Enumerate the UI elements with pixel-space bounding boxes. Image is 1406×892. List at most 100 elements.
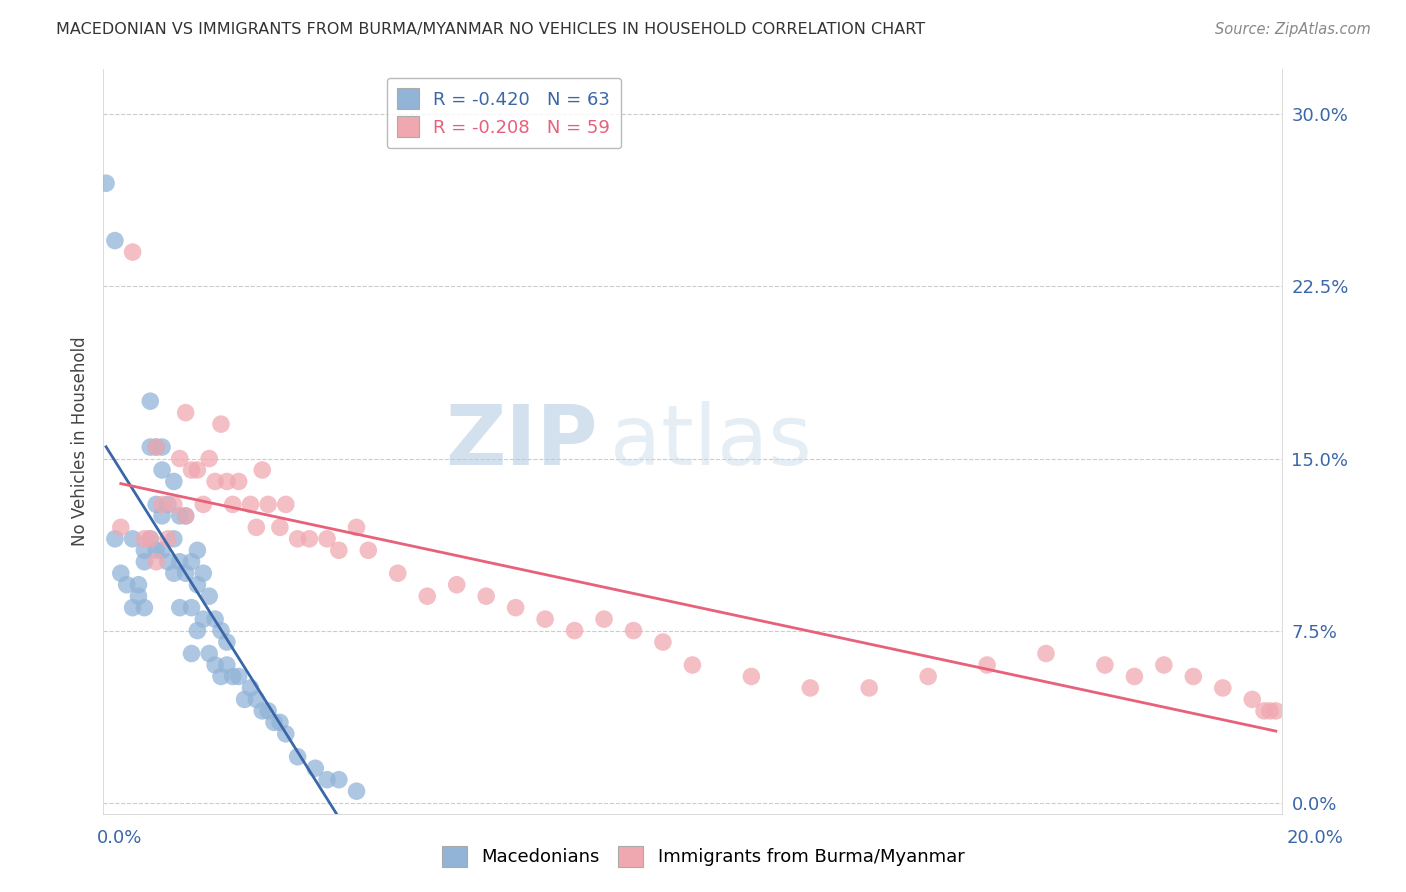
Point <box>94 176 117 190</box>
Point <box>269 520 291 534</box>
Point <box>169 555 191 569</box>
Point <box>1258 704 1281 718</box>
Point <box>145 440 167 454</box>
Point <box>215 658 238 673</box>
Point <box>1182 669 1205 683</box>
Point <box>110 520 132 534</box>
Point <box>134 555 156 569</box>
Point <box>858 681 880 695</box>
Point <box>121 600 143 615</box>
Point <box>652 635 675 649</box>
Point <box>274 497 297 511</box>
Point <box>328 543 350 558</box>
Legend: Macedonians, Immigrants from Burma/Myanmar: Macedonians, Immigrants from Burma/Myanm… <box>434 838 972 874</box>
Point <box>186 543 208 558</box>
Point <box>209 624 232 638</box>
Point <box>416 589 439 603</box>
Point <box>1212 681 1234 695</box>
Point <box>156 497 179 511</box>
Point <box>287 749 309 764</box>
Point <box>316 772 339 787</box>
Point <box>1094 658 1116 673</box>
Point <box>1264 704 1286 718</box>
Point <box>121 245 143 260</box>
Point <box>239 681 262 695</box>
Point <box>740 669 762 683</box>
Point <box>121 532 143 546</box>
Point <box>209 669 232 683</box>
Point <box>287 532 309 546</box>
Point <box>263 715 285 730</box>
Point <box>186 624 208 638</box>
Point <box>150 440 173 454</box>
Point <box>222 669 245 683</box>
Point <box>163 532 186 546</box>
Point <box>623 624 645 638</box>
Point <box>139 394 162 409</box>
Point <box>387 566 409 581</box>
Point <box>228 669 250 683</box>
Point <box>917 669 939 683</box>
Point <box>145 543 167 558</box>
Point <box>245 692 267 706</box>
Point <box>115 578 138 592</box>
Point <box>180 600 202 615</box>
Point <box>215 635 238 649</box>
Point <box>1241 692 1264 706</box>
Point <box>1123 669 1146 683</box>
Point <box>193 612 215 626</box>
Point <box>222 497 245 511</box>
Point <box>193 497 215 511</box>
Point <box>304 761 326 775</box>
Point <box>134 543 156 558</box>
Point <box>316 532 339 546</box>
Point <box>180 647 202 661</box>
Text: ZIP: ZIP <box>446 401 598 482</box>
Point <box>174 566 197 581</box>
Point <box>193 566 215 581</box>
Point <box>127 589 149 603</box>
Point <box>257 704 280 718</box>
Point <box>127 578 149 592</box>
Point <box>357 543 380 558</box>
Point <box>139 532 162 546</box>
Point <box>186 463 208 477</box>
Point <box>145 440 167 454</box>
Point <box>252 704 274 718</box>
Text: 20.0%: 20.0% <box>1286 829 1343 847</box>
Point <box>564 624 586 638</box>
Point <box>150 543 173 558</box>
Point <box>204 475 226 489</box>
Point <box>346 784 368 798</box>
Point <box>174 508 197 523</box>
Point <box>139 440 162 454</box>
Point <box>169 508 191 523</box>
Point <box>186 578 208 592</box>
Point <box>446 578 468 592</box>
Point <box>145 497 167 511</box>
Point <box>239 497 262 511</box>
Point <box>110 566 132 581</box>
Point <box>198 589 221 603</box>
Point <box>245 520 267 534</box>
Point <box>169 451 191 466</box>
Point <box>104 532 127 546</box>
Point <box>1153 658 1175 673</box>
Point <box>534 612 557 626</box>
Point <box>134 600 156 615</box>
Point <box>233 692 256 706</box>
Point <box>150 463 173 477</box>
Point <box>681 658 703 673</box>
Point <box>1035 647 1057 661</box>
Point <box>593 612 616 626</box>
Point <box>215 475 238 489</box>
Point <box>174 508 197 523</box>
Text: MACEDONIAN VS IMMIGRANTS FROM BURMA/MYANMAR NO VEHICLES IN HOUSEHOLD CORRELATION: MACEDONIAN VS IMMIGRANTS FROM BURMA/MYAN… <box>56 22 925 37</box>
Point <box>257 497 280 511</box>
Point <box>163 475 186 489</box>
Point <box>180 555 202 569</box>
Point <box>209 417 232 431</box>
Point <box>505 600 527 615</box>
Point <box>104 234 127 248</box>
Point <box>180 463 202 477</box>
